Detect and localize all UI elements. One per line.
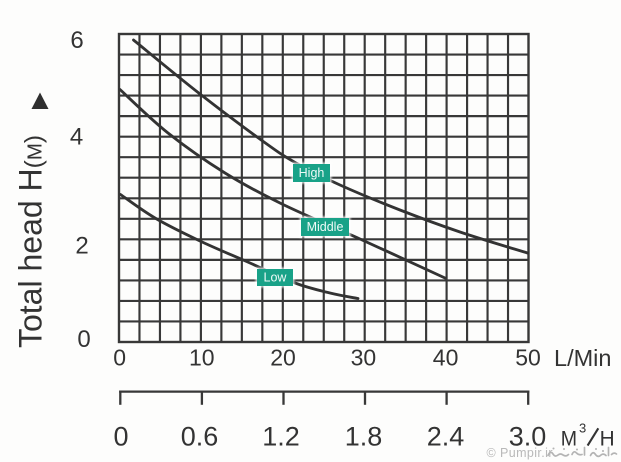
svg-text:3.0: 3.0 — [509, 422, 547, 452]
svg-text:10: 10 — [189, 345, 215, 371]
svg-text:3: 3 — [579, 420, 586, 435]
svg-text:4: 4 — [70, 124, 83, 151]
svg-text:0: 0 — [113, 345, 126, 371]
svg-text:1.2: 1.2 — [262, 422, 300, 452]
svg-text:50: 50 — [515, 345, 541, 371]
svg-text:0.6: 0.6 — [181, 422, 219, 452]
svg-text:6: 6 — [70, 27, 83, 54]
svg-text:L/Min: L/Min — [554, 345, 611, 371]
svg-text:2.4: 2.4 — [427, 422, 465, 452]
svg-text:© Pumpir.ir: © Pumpir.ir — [487, 446, 553, 460]
svg-text:H: H — [600, 428, 615, 451]
svg-text:0: 0 — [77, 326, 90, 353]
svg-text:Low: Low — [264, 271, 288, 285]
svg-text:0: 0 — [113, 422, 128, 452]
svg-text:High: High — [299, 166, 325, 180]
svg-text:2: 2 — [75, 233, 88, 260]
svg-text:M: M — [561, 428, 577, 451]
svg-text:1.8: 1.8 — [345, 422, 383, 452]
svg-text:Middle: Middle — [307, 220, 344, 234]
svg-text:40: 40 — [433, 345, 459, 371]
svg-text:20: 20 — [270, 345, 296, 371]
svg-text:Total head H(M): Total head H(M) — [13, 135, 49, 348]
svg-text:30: 30 — [351, 345, 377, 371]
